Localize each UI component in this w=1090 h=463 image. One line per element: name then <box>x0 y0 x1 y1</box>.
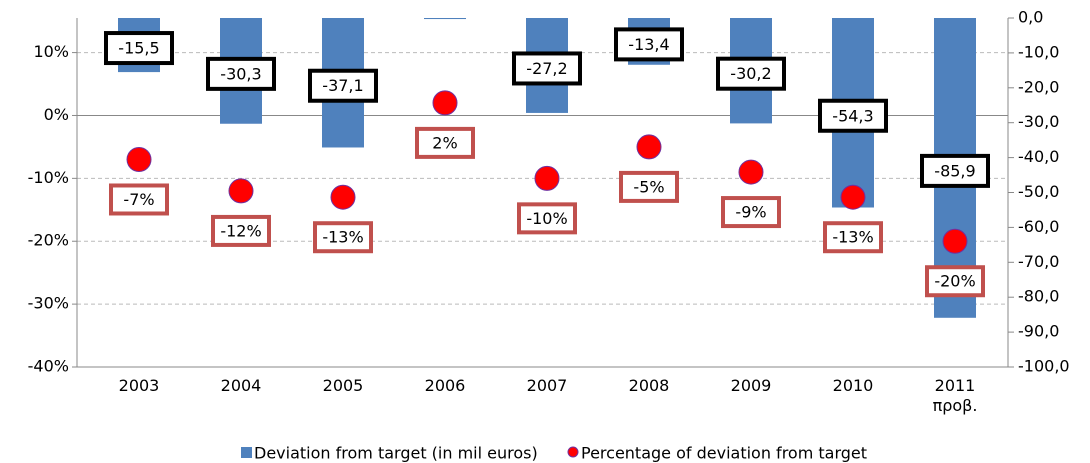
bar-label-box <box>716 56 786 91</box>
legend-label: Percentage of deviation from target <box>581 444 867 463</box>
bar-label: -37,1 <box>322 76 363 95</box>
bar-label-box <box>512 51 582 86</box>
dot <box>738 159 764 185</box>
x-tick-label: 2004 <box>220 376 262 395</box>
bar-label: -30,3 <box>220 64 261 83</box>
dot-label-box <box>211 214 271 247</box>
bar-label-box <box>104 31 174 66</box>
x-tick-label: 2003 <box>118 376 160 395</box>
dot-label: -7% <box>123 190 154 209</box>
y2-tick-label: 0,0 <box>1018 8 1043 27</box>
bar-label: -30,2 <box>730 64 771 83</box>
dot <box>942 228 968 254</box>
y2-tick-label: -30,0 <box>1018 112 1059 131</box>
y2-tick-label: -90,0 <box>1018 322 1059 341</box>
y-tick-label: -10% <box>28 168 69 187</box>
dot-label-box <box>109 183 169 216</box>
dot-label: -13% <box>322 228 363 247</box>
dot <box>228 178 254 204</box>
bar-label-box <box>206 56 276 91</box>
dot-label-box <box>925 265 985 298</box>
dot-label-box <box>823 221 883 254</box>
bar-label: -27,2 <box>526 59 567 78</box>
bar-label-box <box>308 68 378 103</box>
x-tick-label: 2009 <box>730 376 772 395</box>
bar-label: -85,9 <box>934 161 975 180</box>
dot <box>432 90 458 116</box>
dot <box>534 165 560 191</box>
dot-label: -9% <box>735 203 766 222</box>
y-tick-label: -30% <box>28 294 69 313</box>
legend-label: Deviation from target (in mil euros) <box>254 444 538 463</box>
y2-tick-label: -50,0 <box>1018 182 1059 201</box>
dot-label: -12% <box>220 221 261 240</box>
dot-label-box <box>415 126 475 159</box>
dot-label-box <box>721 196 781 229</box>
bar-label-box <box>920 153 990 188</box>
y2-tick-label: -20,0 <box>1018 77 1059 96</box>
y2-tick-label: -100,0 <box>1018 357 1070 376</box>
dot <box>126 146 152 172</box>
legend-swatch <box>567 446 579 458</box>
y2-tick-label: -80,0 <box>1018 287 1059 306</box>
x-tick-label: 2005 <box>322 376 364 395</box>
y-tick-label: 10% <box>33 42 69 61</box>
x-tick-label: 2010 <box>832 376 874 395</box>
x-tick-label: 2007 <box>526 376 568 395</box>
y2-tick-label: -60,0 <box>1018 217 1059 236</box>
dot-label: -10% <box>526 209 567 228</box>
dot <box>840 184 866 210</box>
bar-label-box <box>614 27 684 62</box>
dot-label: -5% <box>633 177 664 196</box>
dot-label: 2% <box>432 133 457 152</box>
y2-tick-label: -40,0 <box>1018 147 1059 166</box>
dot-label-box <box>619 170 679 203</box>
y-tick-label: -40% <box>28 357 69 376</box>
y-tick-label: 0% <box>44 105 69 124</box>
legend-swatch <box>241 447 252 458</box>
y2-tick-label: -70,0 <box>1018 252 1059 271</box>
dot <box>636 134 662 160</box>
bar-label: -13,4 <box>628 35 669 54</box>
dot-label: -13% <box>832 228 873 247</box>
y-tick-label: -20% <box>28 231 69 250</box>
dot-label-box <box>313 221 373 254</box>
bar-label: -15,5 <box>118 39 159 58</box>
dot-label: -20% <box>934 272 975 291</box>
dot-label-box <box>517 202 577 235</box>
bar-label-box <box>818 98 888 133</box>
x-tick-label: 2006 <box>424 376 466 395</box>
x-tick-label: 2008 <box>628 376 670 395</box>
bar <box>424 18 466 20</box>
dot <box>330 184 356 210</box>
bar-label: -54,3 <box>832 106 873 125</box>
x-tick-label: 2011 προβ. <box>932 376 978 415</box>
y2-tick-label: -10,0 <box>1018 42 1059 61</box>
